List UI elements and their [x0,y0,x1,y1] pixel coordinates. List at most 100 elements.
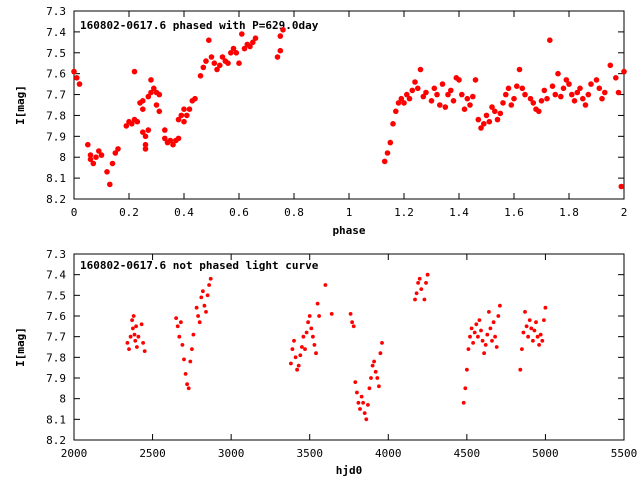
phased-data-point [571,98,578,104]
phased-data-point [236,60,242,66]
unphased-data-point [196,314,201,318]
phased-data-point [241,45,248,52]
unphased-data-point [537,343,541,347]
phased-data-point [478,125,484,131]
unphased-data-point [416,281,420,285]
unphased-x-tick-label: 5500 [611,447,638,460]
phased-data-point [74,75,80,81]
unphased-data-point [304,330,309,335]
phased-data-point [431,85,438,92]
phased-data-point [566,81,572,87]
unphased-data-point [202,303,207,308]
phased-x-tick-label: 0.8 [284,206,304,219]
unphased-data-point [521,330,526,335]
unphased-data-point [372,359,376,364]
unphased-data-point [205,293,210,298]
phased-y-tick-label: 7.6 [46,68,66,81]
unphased-data-point [413,297,417,302]
unphased-data-point [208,276,213,281]
phased-data-point [582,102,589,108]
phased-x-tick-label: 1 [346,206,353,219]
phased-data-point [104,169,110,175]
unphased-data-point [534,320,538,325]
unphased-data-point [197,320,202,325]
phased-data-point [214,66,220,73]
phased-x-tick-label: 0.4 [174,206,194,219]
unphased-data-point [292,338,296,343]
unphased-data-point [315,301,320,306]
phased-x-tick-label: 1.6 [504,206,524,219]
phased-data-point [384,150,391,156]
phased-data-point [151,85,157,92]
phased-data-point [162,127,168,133]
unphased-data-point [482,351,486,356]
phased-data-point [219,54,226,60]
unphased-data-point [542,318,546,322]
phased-data-point [489,104,495,110]
unphased-data-point [523,310,527,314]
phased-data-point [549,83,556,89]
unphased-data-point [130,318,135,322]
phased-y-tick-label: 7.3 [46,5,66,18]
unphased-data-point [496,314,501,318]
unphased-data-point [307,314,312,318]
unphased-data-point [314,351,318,356]
unphased-data-point [317,314,321,318]
unphased-data-point [485,332,490,337]
phased-data-point [494,116,501,123]
phased-data-point [107,181,113,188]
phased-data-point [613,75,619,81]
unphased-y-tick-label: 7.6 [46,310,66,323]
unphased-data-point [532,328,537,333]
phased-data-point [395,100,402,106]
phased-data-point [142,141,149,148]
unphased-data-point [180,343,185,347]
phased-data-point [486,118,493,125]
phased-data-point [206,37,212,43]
unphased-data-point [369,376,373,380]
unphased-data-point [358,407,362,411]
unphased-data-point [535,334,540,339]
phased-x-tick-label: 0 [71,206,78,219]
unphased-data-point [174,316,179,320]
unphased-data-point [127,347,131,351]
phased-data-point [203,58,209,64]
phased-data-point [280,27,286,33]
unphased-data-point [134,324,139,329]
unphased-data-point [312,343,317,347]
phased-x-tick-label: 1.2 [394,206,414,219]
unphased-data-point [303,347,307,351]
unphased-data-point [380,341,384,345]
phased-y-tick-label: 7.4 [46,26,66,39]
unphased-light-curve-panel: 160802-0617.6 not phased light curve hjd… [14,248,637,477]
phased-data-point [588,81,594,87]
phased-data-point [170,141,176,148]
phased-data-point [472,77,479,83]
phased-data-point [197,73,204,79]
unphased-data-point [125,341,130,345]
unphased-data-point [483,343,488,347]
phased-data-point [142,133,149,140]
unphased-data-point [490,338,494,343]
unphased-y-tick-label: 8.1 [46,413,66,426]
phased-data-point [390,121,396,127]
unphased-data-point [132,332,137,337]
unphased-data-point [468,334,472,339]
unphased-y-tick-label: 8.2 [46,434,66,447]
unphased-data-point [133,338,138,343]
unphased-data-point [476,334,480,339]
phased-data-point [398,95,405,102]
phased-light-curve-panel: 160802-0617.6 phased with P=629.0day pha… [14,5,627,237]
phased-data-point [71,68,77,75]
unphased-data-point [135,345,139,349]
phased-data-point [277,47,284,54]
unphased-x-tick-label: 4000 [375,447,402,460]
phased-data-point [569,91,575,98]
unphased-data-point [194,305,199,310]
unphased-data-point [204,310,208,314]
phased-data-point [461,106,468,112]
unphased-data-point [362,411,367,415]
unphased-data-point [185,382,190,387]
phased-data-point [439,81,446,87]
phased-data-point [459,91,465,98]
